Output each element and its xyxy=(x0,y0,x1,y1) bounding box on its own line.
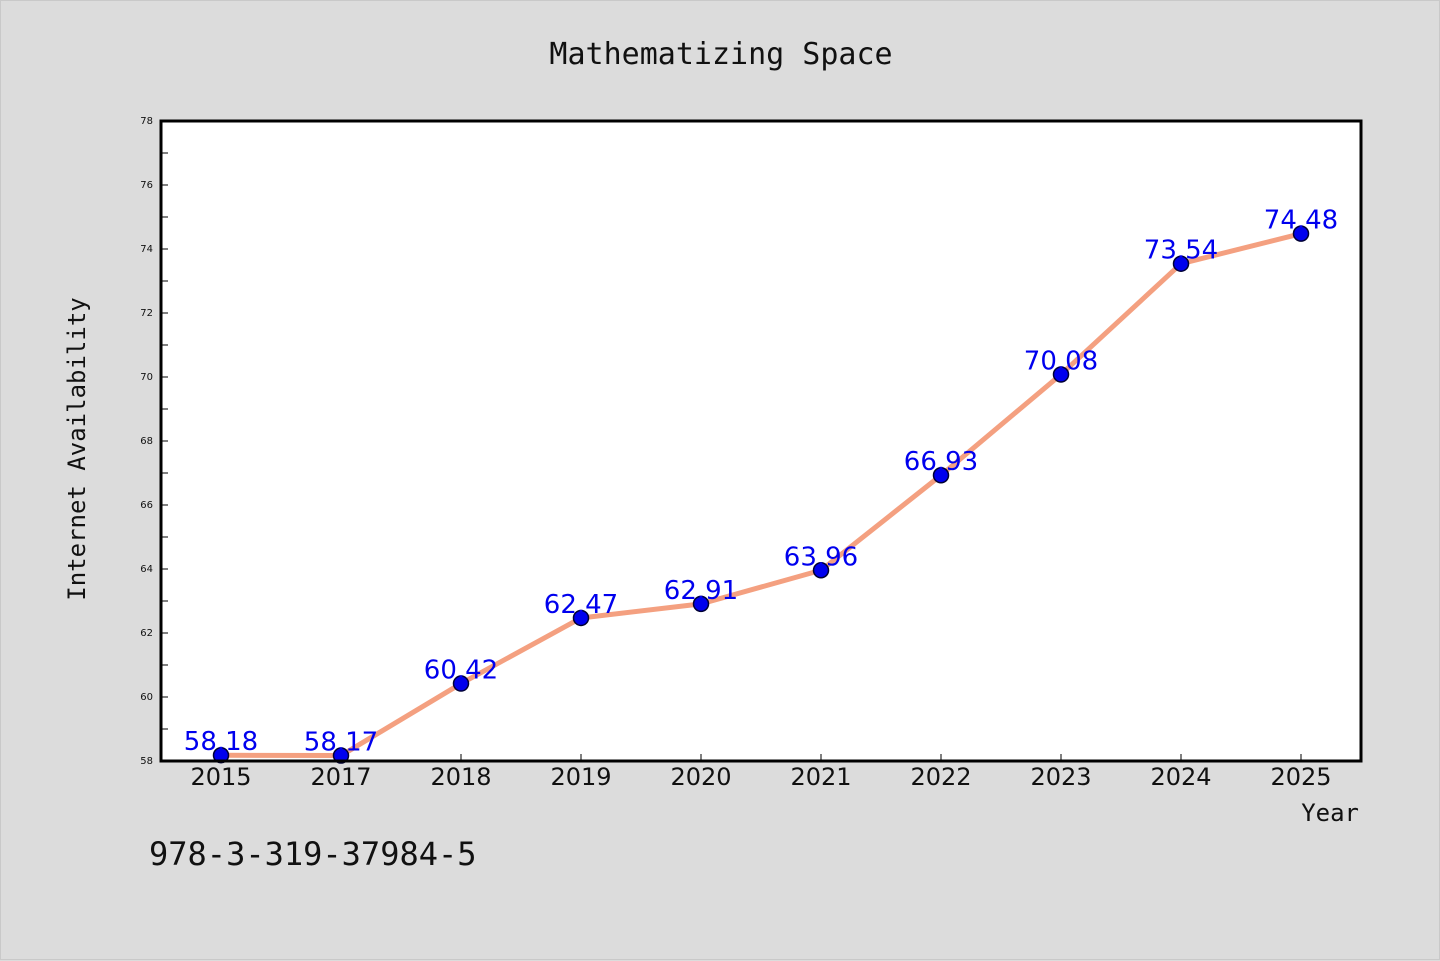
data-label: 73.54 xyxy=(1144,236,1218,266)
x-tick-label: 2024 xyxy=(1150,763,1211,791)
x-axis-label: Year xyxy=(1301,799,1359,827)
data-point xyxy=(1052,366,1070,383)
x-tick-label: 2021 xyxy=(790,763,851,791)
footnote-text: 978-3-319-37984-5 xyxy=(149,835,477,873)
data-label: 58.18 xyxy=(184,727,258,757)
data-label: 66.93 xyxy=(904,447,978,477)
y-tick-label: 66 xyxy=(140,500,153,511)
data-point xyxy=(932,466,950,484)
y-tick-label: 68 xyxy=(140,436,153,447)
x-tick-label: 2023 xyxy=(1030,763,1091,791)
data-point xyxy=(812,562,830,579)
chart-title: Mathematizing Space xyxy=(549,37,892,72)
data-point xyxy=(452,675,470,692)
data-label: 62.47 xyxy=(544,590,618,620)
y-tick-label: 76 xyxy=(140,180,153,191)
data-point xyxy=(212,746,230,764)
y-tick-label: 74 xyxy=(140,244,153,255)
data-label: 74.48 xyxy=(1264,206,1338,236)
data-point xyxy=(692,595,710,613)
plot-area xyxy=(161,121,1361,761)
x-tick-label: 2020 xyxy=(670,763,731,791)
x-tick-label: 2017 xyxy=(310,763,371,791)
x-axis: 2015 2017 2018 2019 2020 2021 2022 2023 2024 2025 xyxy=(190,754,1332,791)
y-tick-label: 62 xyxy=(140,628,153,639)
x-tick-label: 2018 xyxy=(430,763,491,791)
y-tick-label: 60 xyxy=(140,692,153,703)
y-tick-label: 70 xyxy=(140,372,153,383)
data-label: 62.91 xyxy=(664,576,738,606)
plot-frame xyxy=(159,119,1363,763)
data-label: 58.17 xyxy=(304,728,378,758)
x-tick-label: 2025 xyxy=(1270,763,1331,791)
x-tick-label: 2022 xyxy=(910,763,971,791)
y-axis-label: Internet Availability xyxy=(63,297,91,600)
data-label: 63.96 xyxy=(784,542,858,572)
x-tick-label: 2019 xyxy=(550,763,611,791)
data-point xyxy=(1292,225,1310,242)
y-tick-label: 72 xyxy=(140,308,153,319)
data-point xyxy=(572,609,590,627)
series-layer: 58.18 58.17 60.42 62.47 62.91 63.96 66.93 70.08… xyxy=(184,206,1338,764)
y-tick-label: 58 xyxy=(140,756,153,767)
data-point xyxy=(332,747,350,764)
y-tick-label: 78 xyxy=(140,116,153,127)
series-line xyxy=(218,231,1304,759)
y-tick-label: 64 xyxy=(140,564,153,575)
x-tick-label: 2015 xyxy=(190,763,251,791)
data-label: 60.42 xyxy=(424,656,498,686)
data-label: 70.08 xyxy=(1024,346,1098,376)
y-axis: 58 60 62 64 66 68 70 72 74 76 78 xyxy=(140,116,168,767)
data-point xyxy=(1172,255,1190,272)
